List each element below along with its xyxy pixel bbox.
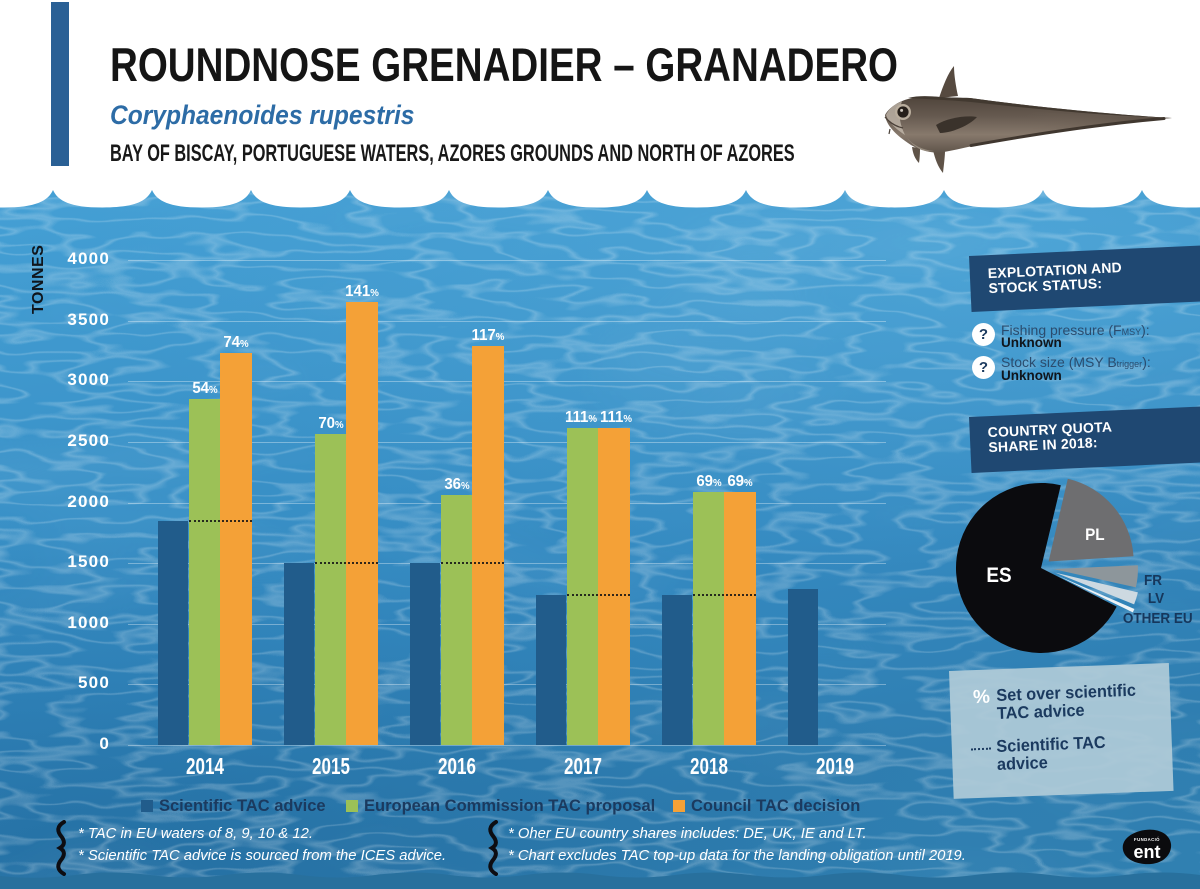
svg-text:ent: ent [1134, 842, 1161, 862]
svg-text:FUNDACIÓ: FUNDACIÓ [1134, 837, 1160, 842]
